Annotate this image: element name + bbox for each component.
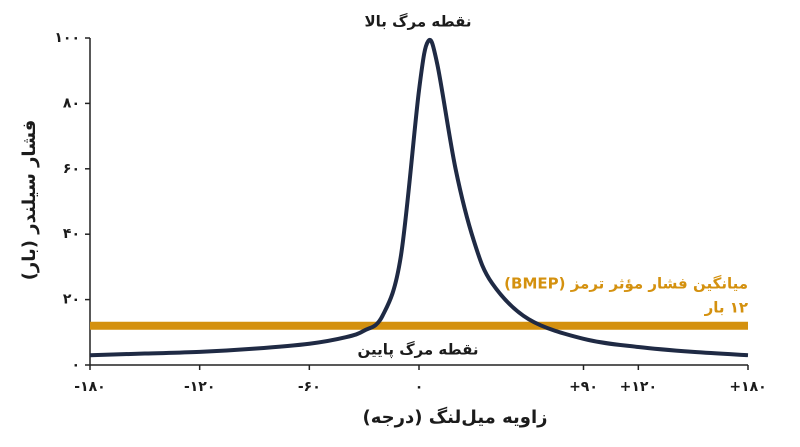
x-tick-label: -۶۰ [298,379,321,395]
y-tick-label: ۱۰۰ [54,30,80,46]
x-tick-label: ۰ [415,379,424,395]
y-axis-label: فشار سیلندر (بار) [19,120,40,281]
annotation: نقطه مرگ پایین [357,341,478,360]
y-tick-label: ۶۰ [63,161,80,177]
x-tick-label: +۱۸۰ [729,379,766,395]
y-tick-label: ۸۰ [63,95,80,111]
x-tick-label: -۱۸۰ [74,379,105,395]
x-tick-label: +۹۰ [569,379,598,395]
x-tick-label: -۱۲۰ [184,379,215,395]
y-tick-label: ۰ [71,357,80,373]
pressure-curve [89,38,749,358]
annotation: نقطه مرگ بالا [365,13,472,31]
x-axis-label: زاویه میل‌لنگ (درجه) [363,406,548,428]
y-tick-label: ۴۰ [63,226,80,242]
bmep-value-label: ۱۲ بار [704,298,748,316]
x-tick-label: +۱۲۰ [620,379,657,395]
y-tick-label: ۲۰ [63,292,80,308]
bmep-label: میانگین فشار مؤثر ترمز (BMEP) [504,274,748,292]
